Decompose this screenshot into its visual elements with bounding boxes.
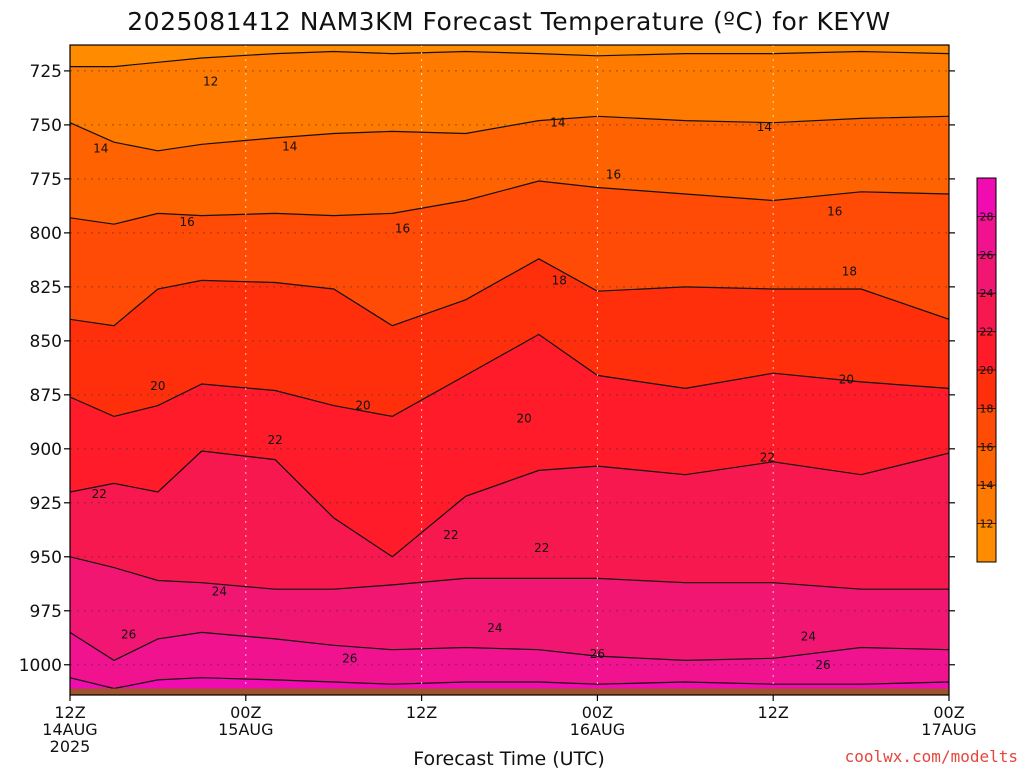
y-tick-label: 725 xyxy=(30,62,62,82)
colorbar-tick-label: 28 xyxy=(980,210,994,223)
contour-label: 26 xyxy=(590,647,605,661)
contour-label: 16 xyxy=(395,222,410,236)
contour-label: 22 xyxy=(267,433,282,447)
isotherm-14 xyxy=(70,115,949,152)
y-tick-label: 950 xyxy=(30,548,62,568)
band-above-26 xyxy=(70,632,949,695)
colorbar-swatch xyxy=(977,254,996,294)
y-tick-label: 800 xyxy=(30,224,62,244)
contour-label: 24 xyxy=(487,621,502,635)
colorbar-tick-label: 14 xyxy=(980,479,994,492)
plot-area: 12 14 14 14 14 16 16 16 16 18 18 20 20 20 20 22 22 22 22 22… xyxy=(70,45,949,695)
colorbar-swatch xyxy=(977,523,996,563)
ground-surface xyxy=(70,688,949,695)
isotherm-16 xyxy=(70,180,949,225)
x-tick-label: 16AUG xyxy=(570,720,625,739)
colorbar: 12 14 16 18 20 22 24 26 28 xyxy=(976,177,997,563)
contour-label: 20 xyxy=(517,412,532,426)
colorbar-swatch xyxy=(977,216,996,256)
isotherm-20 xyxy=(70,333,949,418)
colorbar-swatch xyxy=(977,370,996,409)
contour-label: 16 xyxy=(180,215,195,229)
contour-label: 14 xyxy=(93,142,108,156)
x-tick-label: 2025 xyxy=(50,737,91,756)
contour-label: 22 xyxy=(92,487,107,501)
y-tick-label: 775 xyxy=(30,170,62,190)
colorbar-tick-label: 18 xyxy=(980,402,994,415)
contour-label: 20 xyxy=(355,399,370,413)
x-tick-label: 15AUG xyxy=(218,720,273,739)
contour-label: 26 xyxy=(121,628,136,642)
x-tick-label: 12Z xyxy=(758,703,789,722)
x-tick-label: 00Z xyxy=(230,703,261,722)
colorbar-swatch xyxy=(977,178,996,217)
contour-label: 22 xyxy=(534,541,549,555)
contour-labels: 12 14 14 14 14 16 16 16 16 18 18 20 20 20 20 22 22 22 22 22… xyxy=(92,75,857,672)
y-tick-label: 925 xyxy=(30,494,62,514)
x-tick-label: 17AUG xyxy=(921,720,976,739)
contour-label: 22 xyxy=(443,528,458,542)
credit-link[interactable]: coolwx.com/modelts xyxy=(845,747,1018,766)
y-axis-ticks: 725 750 775 800 825 850 875 900 925 950 975 1000 xyxy=(19,62,955,676)
colorbar-tick-label: 26 xyxy=(980,249,994,262)
colorbar-swatch xyxy=(977,446,996,486)
isotherm-26 xyxy=(70,631,949,662)
contour-label: 20 xyxy=(150,379,165,393)
y-tick-label: 975 xyxy=(30,602,62,622)
contour-label: 16 xyxy=(827,204,842,218)
colorbar-tick-label: 12 xyxy=(980,518,994,531)
colorbar-tick-label: 16 xyxy=(980,441,994,454)
contour-label: 24 xyxy=(212,584,227,598)
y-tick-label: 850 xyxy=(30,332,62,352)
isotherm-18 xyxy=(70,258,949,327)
contour-label: 18 xyxy=(842,265,857,279)
contour-label: 26 xyxy=(815,658,830,672)
isotherm-22 xyxy=(70,450,949,558)
colorbar-swatch xyxy=(977,293,996,333)
y-tick-label: 875 xyxy=(30,386,62,406)
x-tick-label: 00Z xyxy=(933,703,964,722)
isotherm-lines xyxy=(70,50,949,690)
contour-label: 26 xyxy=(342,651,357,665)
colorbar-tick-label: 20 xyxy=(980,364,994,377)
colorbar-swatch xyxy=(977,331,996,371)
x-tick-label: 14AUG xyxy=(42,720,97,739)
x-axis-label: Forecast Time (UTC) xyxy=(413,748,604,768)
contour-label: 14 xyxy=(757,120,772,134)
contour-label: 12 xyxy=(203,75,218,89)
y-tick-label: 825 xyxy=(30,278,62,298)
temperature-bands xyxy=(70,51,949,695)
contour-label: 20 xyxy=(839,373,854,387)
isotherm-28 xyxy=(70,677,949,690)
contour-label: 24 xyxy=(801,630,816,644)
colorbar-swatch xyxy=(977,485,996,525)
colorbar-tick-label: 22 xyxy=(980,326,994,339)
contour-label: 18 xyxy=(552,273,567,287)
x-tick-label: 12Z xyxy=(54,703,85,722)
x-tick-label: 00Z xyxy=(582,703,613,722)
chart-title: 2025081412 NAM3KM Forecast Temperature (… xyxy=(127,7,890,36)
contour-label: 14 xyxy=(550,116,565,130)
x-tick-label: 12Z xyxy=(406,703,437,722)
y-tick-label: 750 xyxy=(30,116,62,136)
colorbar-tick-label: 24 xyxy=(980,287,994,300)
isotherm-12 xyxy=(70,50,949,68)
y-tick-label: 900 xyxy=(30,440,62,460)
isotherm-24 xyxy=(70,556,949,590)
contour-label: 22 xyxy=(760,450,775,464)
contour-label: 16 xyxy=(606,168,621,182)
contour-label: 14 xyxy=(282,139,297,153)
y-tick-label: 1000 xyxy=(19,656,62,676)
colorbar-swatch xyxy=(977,408,996,448)
